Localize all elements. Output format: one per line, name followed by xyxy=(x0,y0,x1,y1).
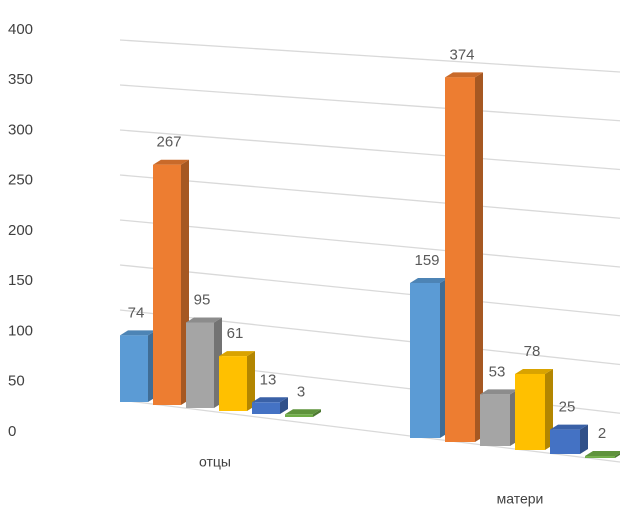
value-label: 2 xyxy=(598,425,606,442)
value-label: 267 xyxy=(156,134,181,151)
bar xyxy=(186,322,214,408)
bar-side xyxy=(615,452,620,458)
bar xyxy=(585,456,615,458)
bar-side xyxy=(247,351,255,411)
bar-top xyxy=(186,317,222,323)
bar xyxy=(120,335,148,402)
bar-side xyxy=(475,72,483,442)
bar xyxy=(445,77,475,442)
grid-line xyxy=(119,129,620,171)
bar-top xyxy=(550,424,588,430)
grid-line xyxy=(119,84,620,122)
bar-top xyxy=(153,159,189,165)
y-tick-label: 300 xyxy=(8,121,33,138)
bar xyxy=(480,394,510,446)
value-label: 13 xyxy=(260,371,277,388)
bar xyxy=(252,402,280,414)
y-tick-label: 150 xyxy=(8,272,33,289)
y-tick-label: 200 xyxy=(8,222,33,239)
bar-side xyxy=(280,397,288,414)
y-tick-label: 0 xyxy=(8,423,16,440)
bar xyxy=(153,164,181,405)
bar-top xyxy=(285,409,321,415)
value-label: 78 xyxy=(524,343,541,360)
value-label: 95 xyxy=(194,291,211,308)
bar-top xyxy=(585,451,620,457)
y-tick-label: 350 xyxy=(8,71,33,88)
value-label: 159 xyxy=(414,252,439,269)
value-label: 53 xyxy=(489,363,506,380)
y-tick-label: 50 xyxy=(8,373,25,390)
y-tick-label: 400 xyxy=(8,21,33,38)
bar-top xyxy=(252,397,288,403)
bar-top xyxy=(515,368,553,374)
bar-top xyxy=(120,330,156,336)
grid-line xyxy=(119,399,620,463)
bar-side xyxy=(580,424,588,454)
bar xyxy=(410,282,440,438)
bar-side xyxy=(313,409,321,417)
y-tick-label: 250 xyxy=(8,172,33,189)
value-label: 374 xyxy=(449,46,474,63)
bar-top xyxy=(445,72,483,78)
bar-top xyxy=(219,351,255,357)
bar xyxy=(285,414,313,417)
y-tick-label: 100 xyxy=(8,322,33,339)
value-label: 3 xyxy=(297,383,305,400)
x-tick-label: отцы xyxy=(199,454,231,470)
bar xyxy=(219,356,247,411)
bar-top xyxy=(480,389,518,395)
grid-line xyxy=(119,174,620,219)
bar xyxy=(550,429,580,454)
x-tick-label: матери xyxy=(497,491,544,507)
value-label: 61 xyxy=(227,325,244,342)
value-label: 25 xyxy=(559,399,576,416)
grid-line xyxy=(119,264,620,317)
bar xyxy=(515,373,545,450)
bar-top xyxy=(410,277,448,283)
grid-line xyxy=(119,39,620,73)
value-label: 74 xyxy=(128,304,145,321)
grid-line xyxy=(119,219,620,268)
